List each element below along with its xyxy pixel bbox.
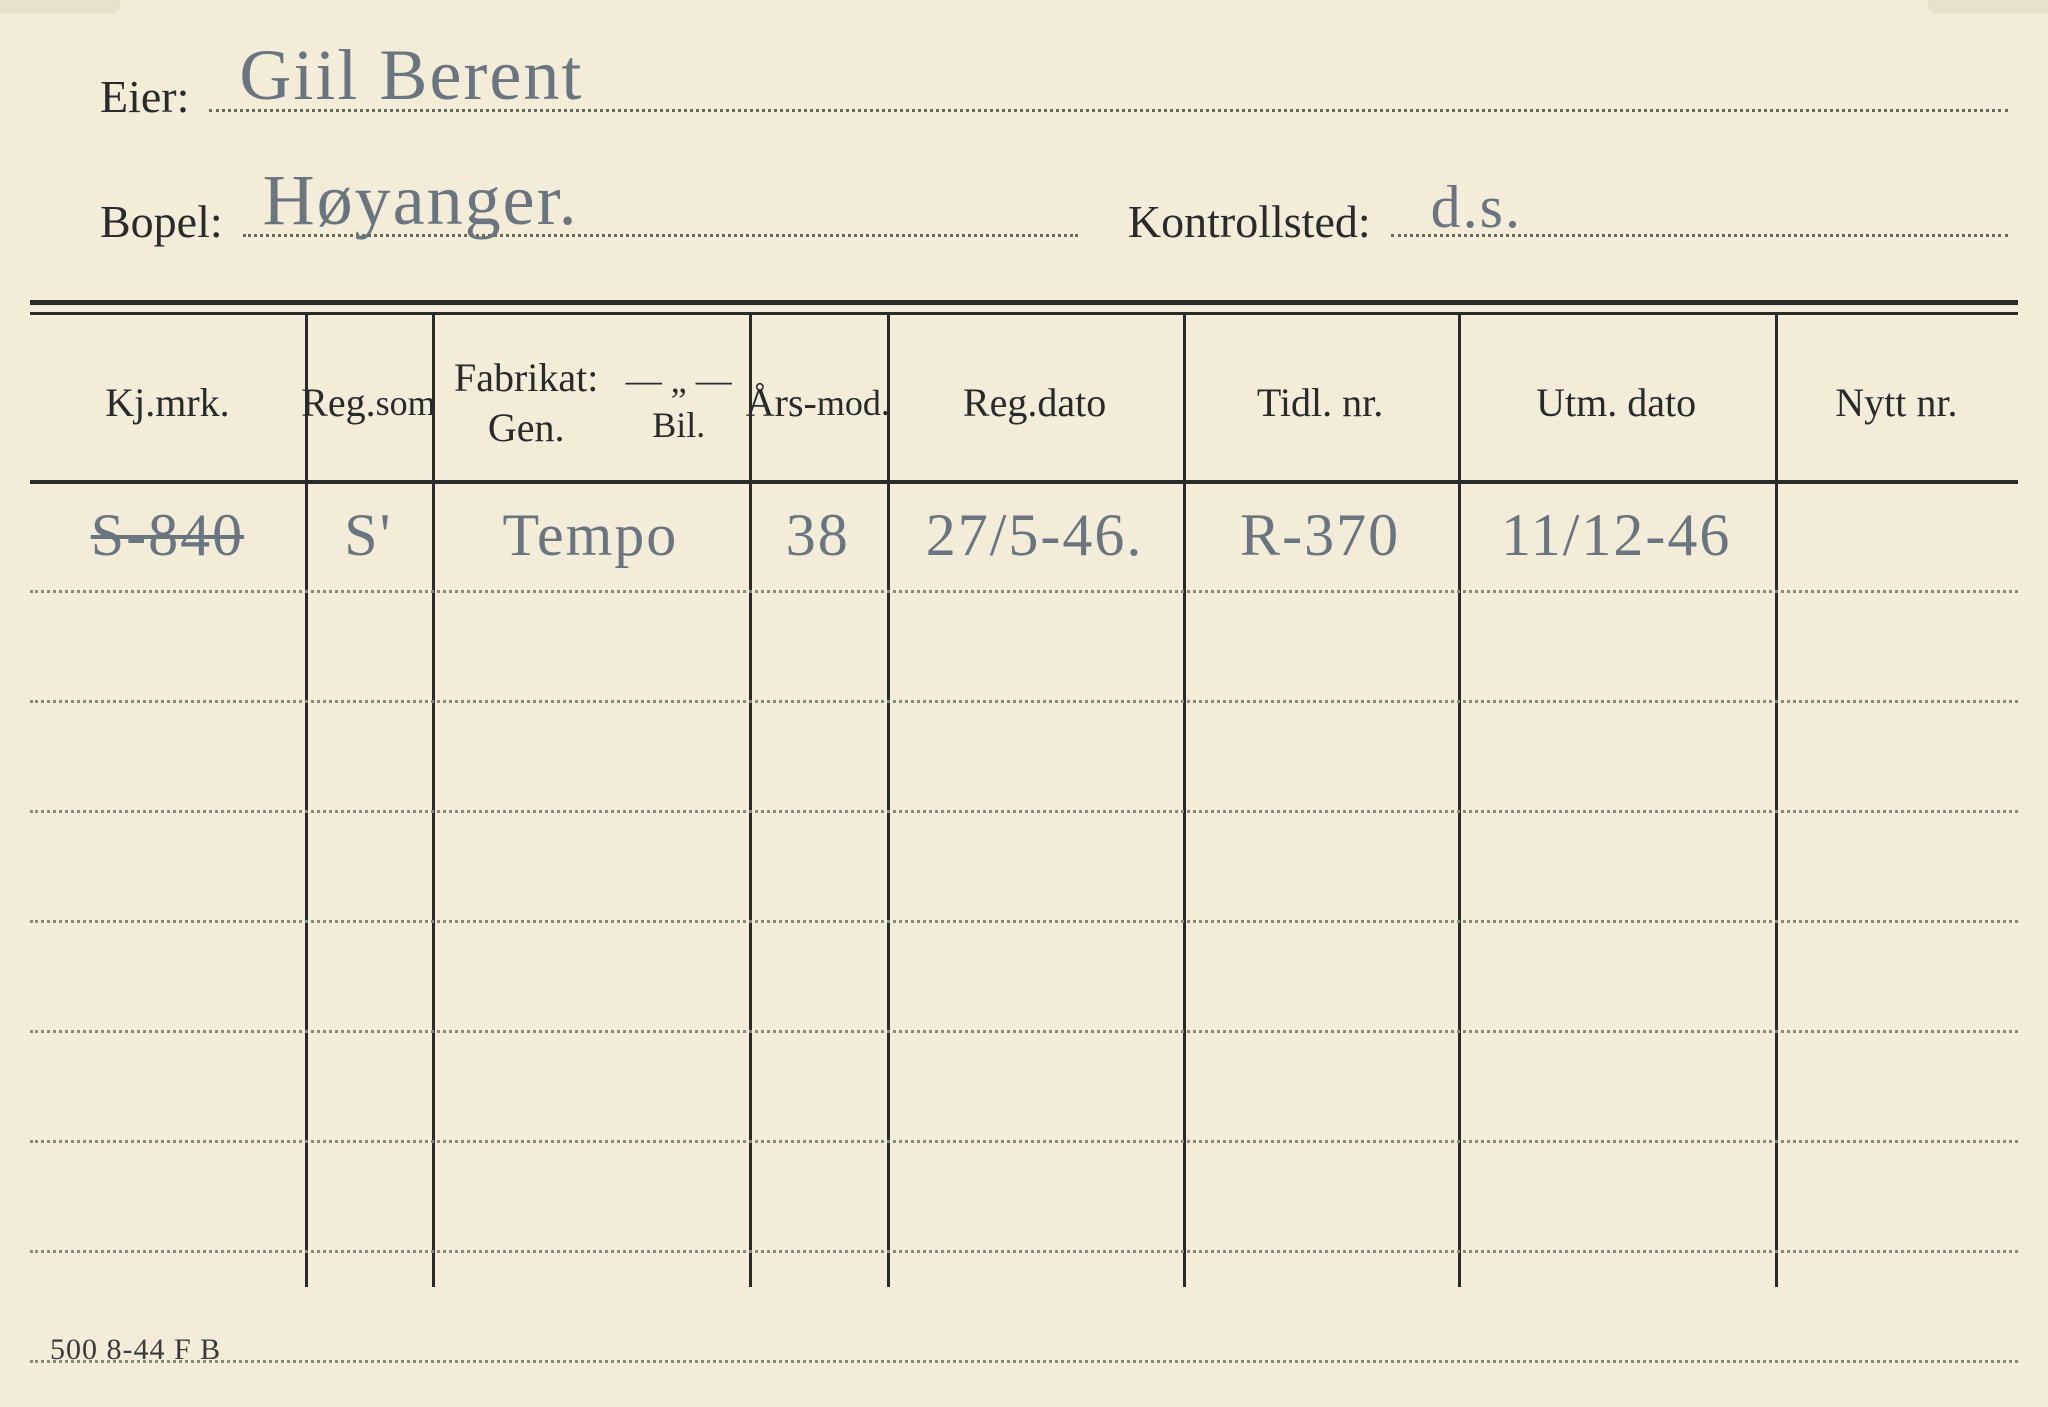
col-header-tidl_nr: Tidl. nr.: [1183, 328, 1458, 478]
col-header-arsmod: Års-mod.: [749, 328, 886, 478]
cell-value: R-370: [1240, 501, 1400, 570]
rule-top-outer: [30, 300, 2018, 305]
col-header-utm_dato: Utm. dato: [1458, 328, 1775, 478]
rule-top-inner: [30, 312, 2018, 315]
cell-tidl_nr: R-370: [1183, 480, 1458, 590]
row-line: [30, 810, 2018, 813]
line-kontrollsted: d.s.: [1391, 220, 2008, 237]
cell-fabrikat: Tempo: [432, 480, 749, 590]
cell-reg_som: S': [305, 480, 432, 590]
value-kontrollsted: d.s.: [1431, 173, 1522, 242]
cell-value: S': [344, 501, 392, 570]
row-line: [30, 590, 2018, 593]
value-eier: Giil Berent: [239, 34, 583, 117]
row-line: [30, 1360, 2018, 1363]
cell-arsmod: 38: [749, 480, 886, 590]
label-kontrollsted: Kontrollsted:: [1128, 195, 1371, 248]
line-eier: Giil Berent: [209, 95, 2008, 112]
field-eier: Eier: Giil Berent: [100, 70, 2008, 123]
cell-utm_dato: 11/12-46: [1458, 480, 1775, 590]
row-line: [30, 700, 2018, 703]
form-code: 500 8-44 F B: [50, 1333, 221, 1367]
registration-card: Eier: Giil Berent Bopel: Høyanger. Kontr…: [0, 0, 2048, 1407]
cell-value: Tempo: [503, 501, 679, 570]
line-bopel: Høyanger.: [243, 220, 1078, 237]
col-header-fabrikat: Fabrikat: Gen.— „ — Bil.: [432, 328, 749, 478]
card-notch-right: [1928, 0, 2048, 14]
label-bopel: Bopel:: [100, 195, 223, 248]
row-line: [30, 1030, 2018, 1033]
value-bopel: Høyanger.: [263, 159, 579, 242]
label-eier: Eier:: [100, 70, 189, 123]
row-line: [30, 920, 2018, 923]
col-header-kjmrk: Kj.mrk.: [30, 328, 305, 478]
cell-value: S-840: [91, 501, 244, 570]
cell-value: 11/12-46: [1501, 501, 1731, 570]
cell-value: 38: [786, 501, 850, 570]
row-line: [30, 1250, 2018, 1253]
col-header-nytt_nr: Nytt nr.: [1775, 328, 2018, 478]
col-header-reg_som: Reg.som: [305, 328, 432, 478]
cell-kjmrk: S-840: [30, 480, 305, 590]
field-bopel-row: Bopel: Høyanger. Kontrollsted: d.s.: [100, 195, 2008, 248]
row-line: [30, 1140, 2018, 1143]
col-header-regdato: Reg.dato: [887, 328, 1183, 478]
cell-regdato: 27/5-46.: [887, 480, 1183, 590]
register-table: Kj.mrk.Reg.somFabrikat: Gen.— „ — Bil.År…: [30, 300, 2018, 1287]
cell-value: 27/5-46.: [926, 501, 1144, 570]
card-notch-left: [0, 0, 120, 14]
